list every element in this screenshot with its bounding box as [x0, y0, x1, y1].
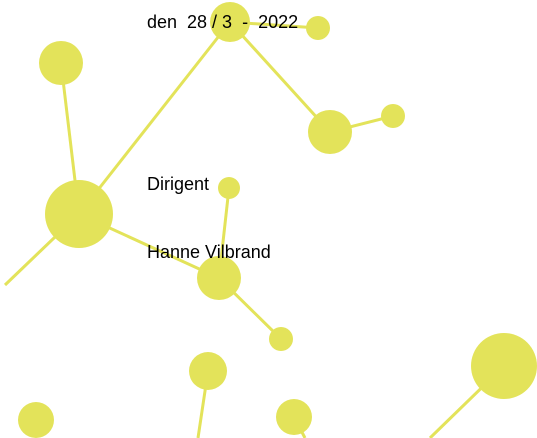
date: den 28 / 3 - 2022	[147, 11, 298, 33]
role: Dirigent	[147, 173, 209, 195]
person-name: Hanne Vilbrand	[147, 241, 271, 263]
page: den 28 / 3 - 2022 Dirigent Hanne Vilbran…	[0, 0, 537, 438]
atoms	[18, 2, 537, 438]
molecule-graphic	[0, 0, 537, 438]
